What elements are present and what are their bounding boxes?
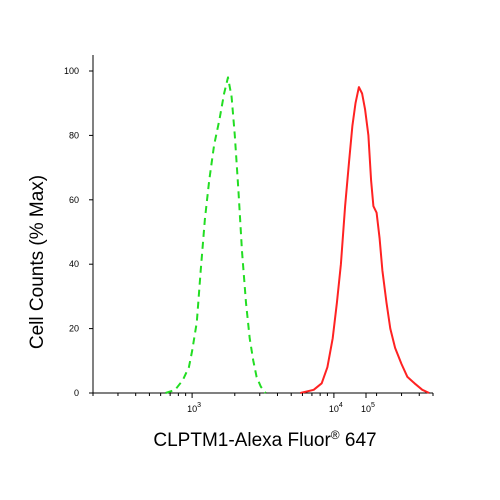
y-tick-label: 100 bbox=[64, 66, 79, 76]
x-axis: 103 104 105 bbox=[92, 393, 434, 414]
x-tick-label: 105 bbox=[361, 402, 375, 414]
x-axis-title-main: CLPTM1-Alexa Fluor bbox=[153, 430, 331, 451]
y-axis: 0 20 40 60 80 100 bbox=[64, 66, 93, 398]
x-axis-title-suffix: 647 bbox=[340, 430, 377, 451]
y-tick-label: 80 bbox=[69, 130, 79, 140]
control-series-line bbox=[165, 76, 267, 394]
x-axis-title-registered-mark: ® bbox=[331, 428, 340, 442]
y-tick-label: 20 bbox=[69, 324, 79, 334]
stained-series-line bbox=[300, 86, 430, 394]
x-tick-label: 104 bbox=[329, 402, 343, 414]
y-axis-title: Cell Counts (% Max) bbox=[27, 175, 48, 349]
series-layer bbox=[165, 76, 430, 394]
y-tick-label: 0 bbox=[74, 388, 79, 398]
plot-area bbox=[92, 55, 433, 394]
x-axis-title: CLPTM1-Alexa Fluor® 647 bbox=[153, 428, 376, 451]
y-tick-label: 40 bbox=[69, 259, 79, 269]
x-tick-label: 103 bbox=[187, 402, 201, 414]
y-tick-label: 60 bbox=[69, 195, 79, 205]
